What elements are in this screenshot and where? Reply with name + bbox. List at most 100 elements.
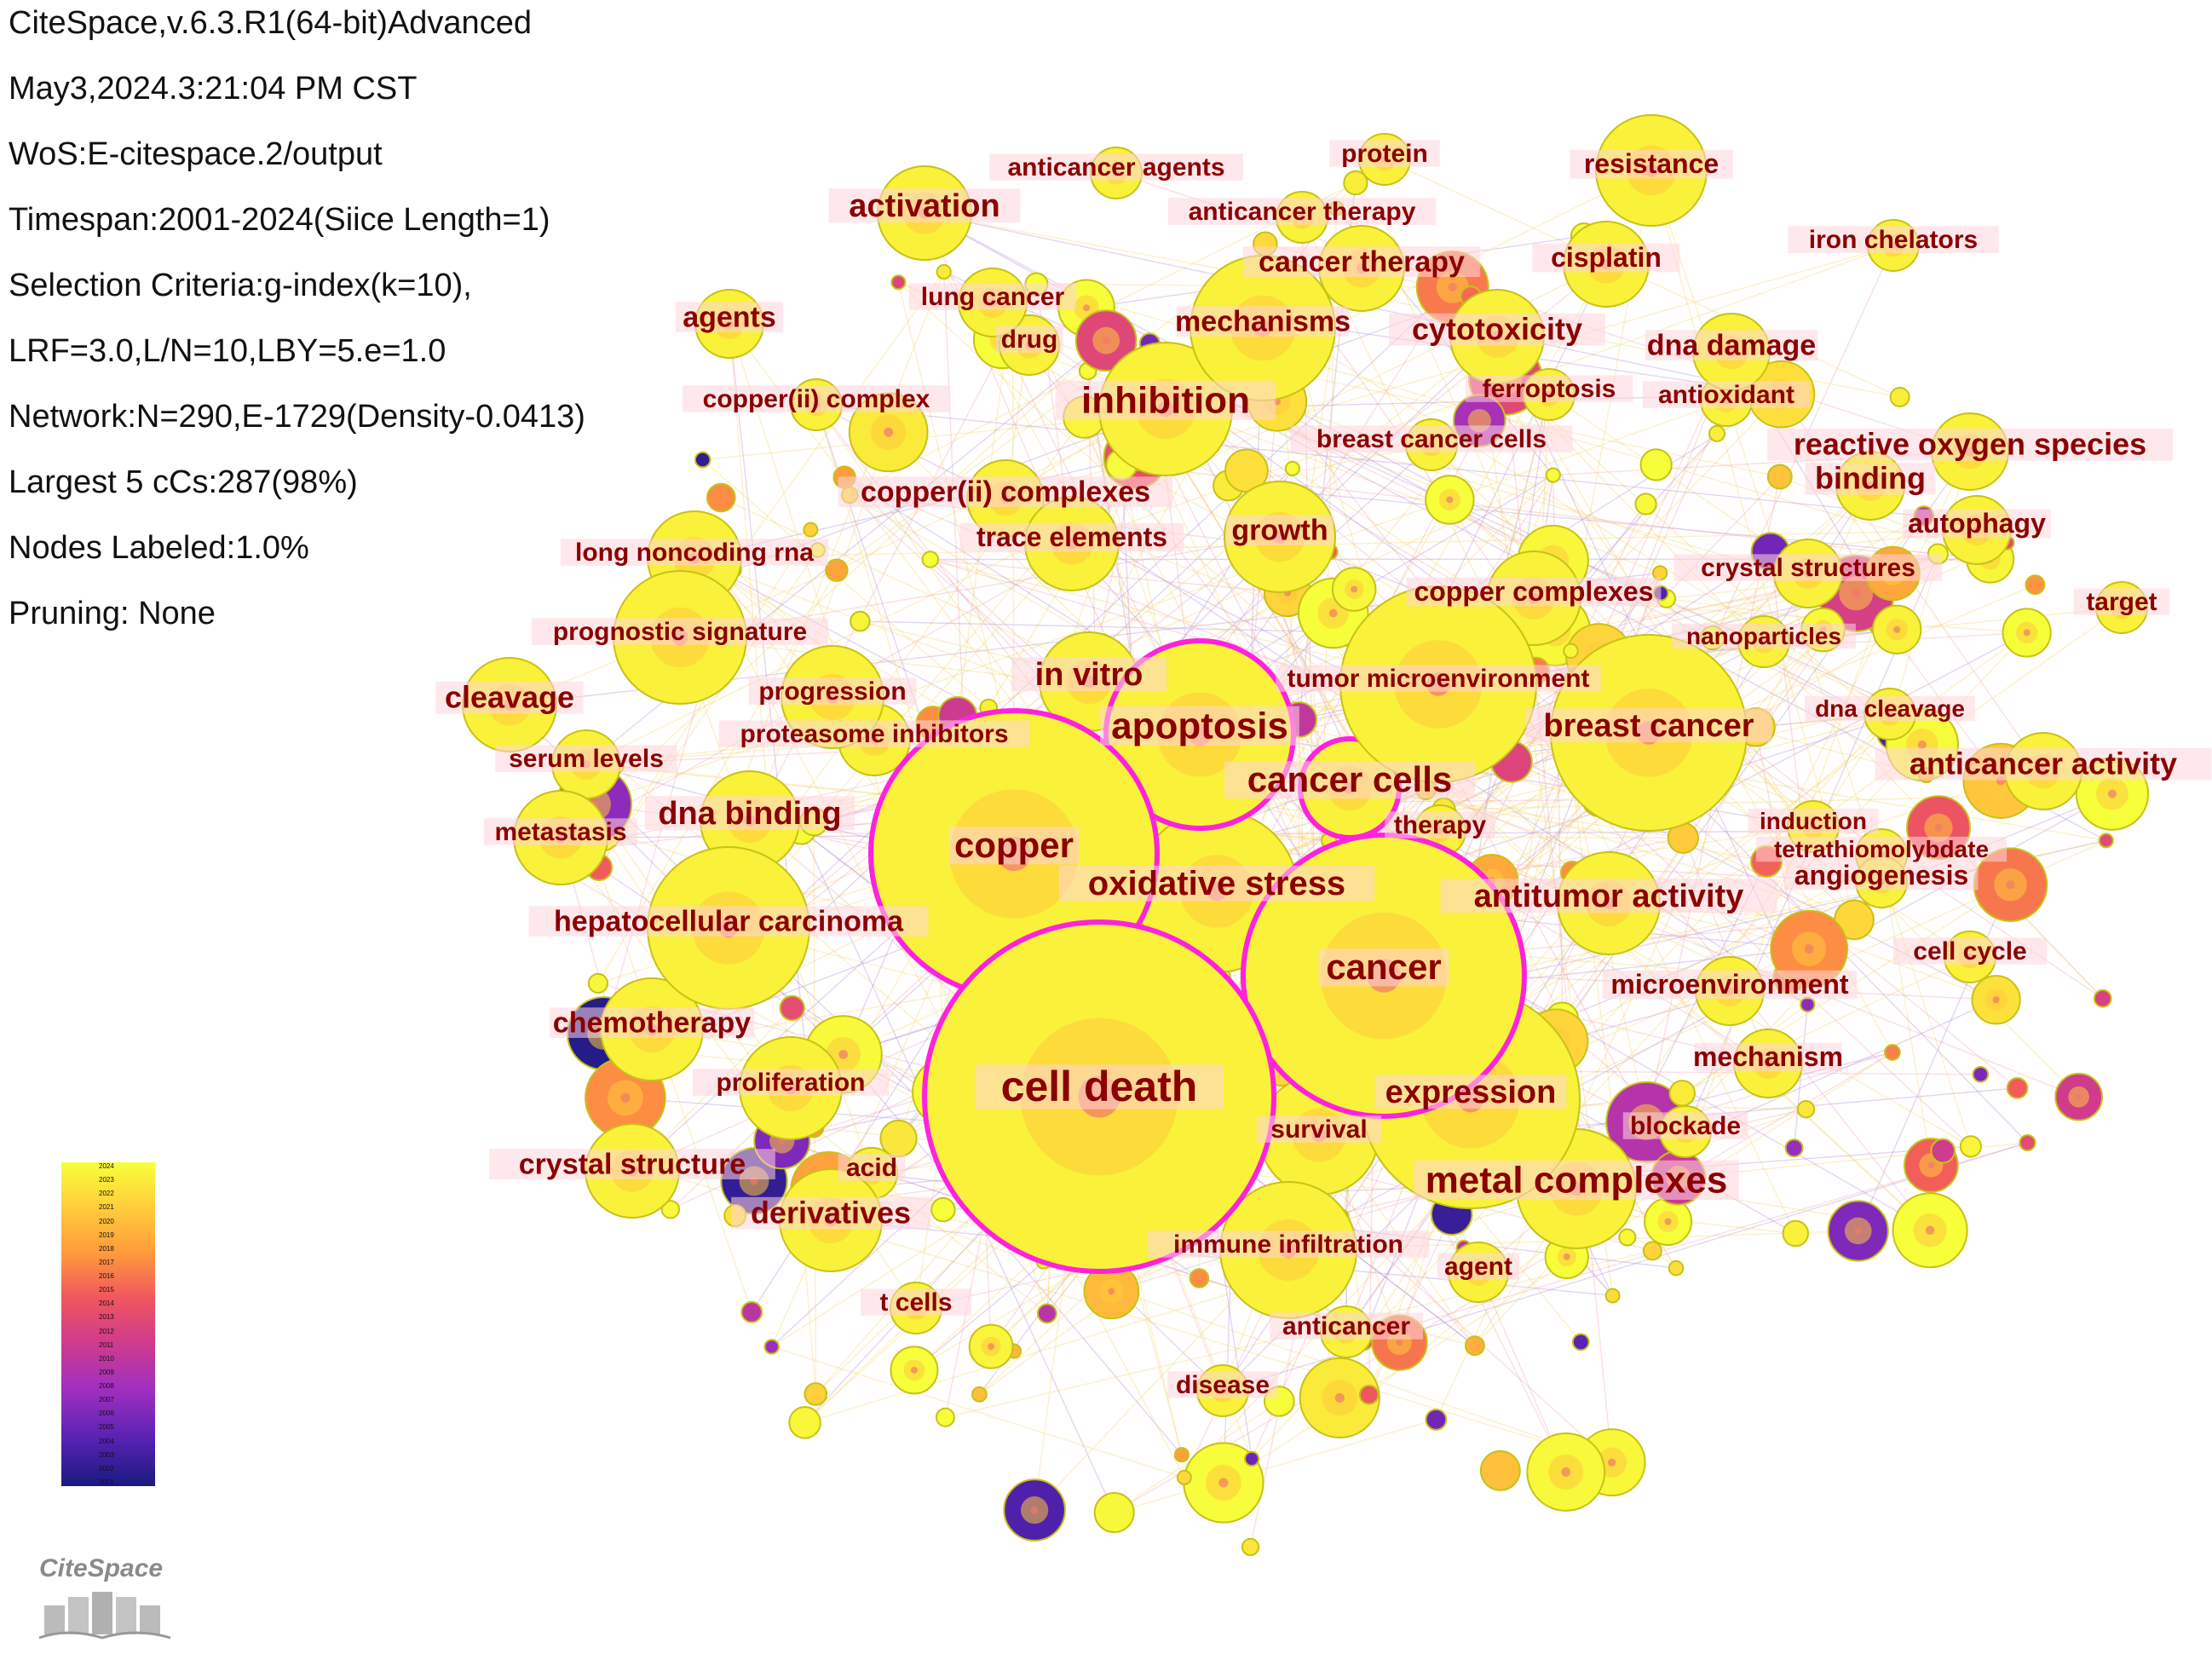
keyword-node xyxy=(1770,909,1848,988)
keyword-label-background xyxy=(908,283,1077,310)
legend-year: 2014 xyxy=(99,1300,114,1308)
keyword-node xyxy=(1425,475,1475,525)
keyword-label: survival xyxy=(1270,1115,1367,1144)
keyword-node xyxy=(1189,1268,1210,1288)
keyword-label-background xyxy=(1147,1230,1430,1258)
keyword-node xyxy=(1972,1065,1990,1083)
keyword-label-background xyxy=(1374,1075,1567,1109)
keyword-label: resistance xyxy=(1584,148,1719,179)
citespace-logo: CiteSpace xyxy=(34,1553,204,1646)
legend-year: 2016 xyxy=(99,1272,114,1280)
keyword-node xyxy=(1003,1478,1066,1542)
legend-year: 2003 xyxy=(99,1450,114,1459)
keyword-node xyxy=(1284,460,1300,476)
keyword-node xyxy=(1668,1259,1685,1277)
keyword-node xyxy=(706,482,736,513)
keyword-node xyxy=(930,1196,956,1223)
keyword-node xyxy=(1884,1044,1901,1061)
keyword-label-background xyxy=(1875,747,2212,781)
keyword-node xyxy=(1784,1138,1804,1158)
keyword-label: anticancer agents xyxy=(1007,153,1224,182)
keyword-node xyxy=(825,558,849,582)
keyword-node xyxy=(779,994,805,1022)
keyword-label: protein xyxy=(1341,140,1428,168)
keyword-label-background xyxy=(1784,861,1979,890)
keyword-node xyxy=(1331,567,1377,612)
keyword-label: blockade xyxy=(1630,1112,1741,1140)
keyword-label: progression xyxy=(758,677,906,706)
keyword-label: crystal structure xyxy=(519,1148,746,1180)
keyword-node xyxy=(1892,1192,1968,1269)
keyword-label: hepatocellular carcinoma xyxy=(554,905,904,937)
keyword-node xyxy=(1889,386,1910,407)
keyword-label-background xyxy=(975,1064,1224,1109)
color-gradient-bar xyxy=(61,1162,155,1486)
network-edge xyxy=(694,557,1185,1478)
keyword-node xyxy=(1074,309,1138,372)
network-edge xyxy=(1673,778,2028,1144)
keyword-node xyxy=(2002,608,2052,658)
keyword-node xyxy=(2054,1072,2104,1121)
keyword-node xyxy=(1299,1357,1380,1439)
keyword-node xyxy=(803,522,819,538)
keyword-node xyxy=(1176,1469,1192,1485)
info-timespan: Timespan:2001-2024(Siice Length=1) xyxy=(9,202,550,238)
keyword-node xyxy=(1639,448,1673,481)
keyword-label: breast cancer cells xyxy=(1316,425,1547,453)
keyword-node xyxy=(694,451,711,469)
legend-year: 2011 xyxy=(99,1340,114,1349)
keyword-label: tumor microenvironment xyxy=(1287,665,1589,693)
keyword-label: nanoparticles xyxy=(1686,623,1841,649)
keyword-label: mechanism xyxy=(1693,1041,1843,1072)
keyword-node xyxy=(1827,1200,1889,1262)
keyword-node xyxy=(1642,1241,1662,1261)
keyword-node xyxy=(1872,604,1922,654)
keyword-node xyxy=(879,1119,918,1158)
keyword-label-background xyxy=(948,827,1080,865)
info-pruning: Pruning: None xyxy=(9,596,216,631)
info-parameters: LRF=3.0,L/N=10,LBY=5.e=1.0 xyxy=(9,333,446,369)
network-edge xyxy=(651,263,1607,1030)
keyword-label: binding xyxy=(1815,461,1926,496)
keyword-label: copper xyxy=(954,825,1074,865)
keyword-label: in vitro xyxy=(1035,657,1143,693)
keyword-label-background xyxy=(1903,509,2051,539)
keyword-label-background xyxy=(2073,588,2170,615)
keyword-node xyxy=(1782,1219,1810,1248)
keyword-label-background xyxy=(1767,428,2173,461)
network-edge xyxy=(734,296,1472,571)
network-edge xyxy=(828,1189,1612,1463)
keyword-label-background xyxy=(1389,313,1605,346)
keyword-label: long noncoding rna xyxy=(575,539,814,567)
keyword-label-background xyxy=(1276,665,1601,692)
keyword-label: oxidative stress xyxy=(1088,865,1345,902)
keyword-node xyxy=(660,1200,681,1219)
keyword-node xyxy=(1563,643,1579,660)
keyword-label-background xyxy=(1406,577,1662,607)
keyword-label: inhibition xyxy=(1081,379,1250,421)
legend-year: 2008 xyxy=(99,1382,114,1390)
legend-year: 2017 xyxy=(99,1258,114,1266)
keyword-label: therapy xyxy=(1394,811,1487,839)
keyword-node xyxy=(1358,1384,1380,1405)
keyword-node xyxy=(890,274,907,291)
keyword-node xyxy=(1545,467,1561,483)
keyword-label: cytotoxicity xyxy=(1412,312,1582,347)
keyword-label-background xyxy=(1318,948,1449,987)
keyword-label-background xyxy=(1788,226,1999,253)
keyword-node xyxy=(1796,1100,1816,1119)
keyword-label-background xyxy=(1270,1312,1423,1340)
keyword-label: trace elements xyxy=(976,522,1167,552)
info-date: May3,2024.3:21:04 PM CST xyxy=(9,71,418,107)
year-color-legend: 2024 2023 2022 2021 2020 2019 2018 2017 2016 2015… xyxy=(61,1162,155,1486)
legend-year: 2005 xyxy=(99,1423,114,1432)
keyword-node xyxy=(936,263,952,280)
keyword-node xyxy=(1644,1196,1693,1247)
keyword-label-background xyxy=(1642,381,1811,408)
keyword-label-background xyxy=(1672,623,1856,649)
keyword-label: copper(ii) complexes xyxy=(861,475,1150,508)
keyword-label: copper(ii) complex xyxy=(703,385,930,413)
keyword-node xyxy=(935,1407,955,1427)
keyword-node xyxy=(890,1346,939,1395)
